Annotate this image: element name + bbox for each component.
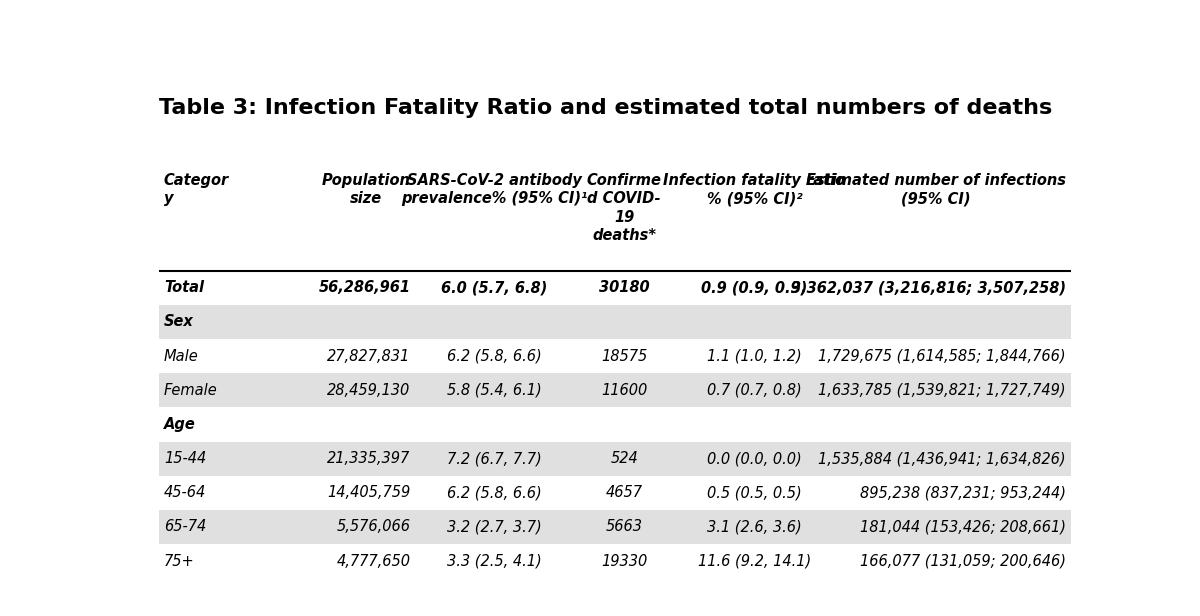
- Text: 1.1 (1.0, 1.2): 1.1 (1.0, 1.2): [707, 349, 802, 363]
- Text: 7.2 (6.7, 7.7): 7.2 (6.7, 7.7): [446, 451, 541, 466]
- Text: 5.8 (5.4, 6.1): 5.8 (5.4, 6.1): [446, 383, 541, 398]
- Bar: [160, 169, 1070, 271]
- Text: Confirme
d COVID-
19
deaths*: Confirme d COVID- 19 deaths*: [587, 172, 661, 243]
- Bar: [160, 407, 1070, 442]
- Bar: [160, 339, 1070, 373]
- Text: Total: Total: [164, 280, 204, 295]
- Text: 4,777,650: 4,777,650: [336, 554, 410, 569]
- Text: 1,535,884 (1,436,941; 1,634,826): 1,535,884 (1,436,941; 1,634,826): [818, 451, 1066, 466]
- Text: Age: Age: [164, 417, 196, 432]
- Text: 1,729,675 (1,614,585; 1,844,766): 1,729,675 (1,614,585; 1,844,766): [818, 349, 1066, 363]
- Text: 3,362,037 (3,216,816; 3,507,258): 3,362,037 (3,216,816; 3,507,258): [791, 280, 1066, 295]
- Text: 19330: 19330: [601, 554, 648, 569]
- Text: 3.1 (2.6, 3.6): 3.1 (2.6, 3.6): [707, 519, 802, 535]
- Text: 181,044 (153,426; 208,661): 181,044 (153,426; 208,661): [860, 519, 1066, 535]
- Text: Population
size: Population size: [322, 172, 410, 206]
- Text: 0.0 (0.0, 0.0): 0.0 (0.0, 0.0): [707, 451, 802, 466]
- Text: 0.5 (0.5, 0.5): 0.5 (0.5, 0.5): [707, 485, 802, 500]
- Text: 5663: 5663: [606, 519, 643, 535]
- Text: Sex: Sex: [164, 315, 193, 330]
- Text: 30180: 30180: [599, 280, 649, 295]
- Text: 1,633,785 (1,539,821; 1,727,749): 1,633,785 (1,539,821; 1,727,749): [818, 383, 1066, 398]
- Text: 28,459,130: 28,459,130: [328, 383, 410, 398]
- Text: 895,238 (837,231; 953,244): 895,238 (837,231; 953,244): [860, 485, 1066, 500]
- Text: Female: Female: [164, 383, 217, 398]
- Text: 65-74: 65-74: [164, 519, 206, 535]
- Text: SARS-CoV-2 antibody
prevalence% (95% CI)¹: SARS-CoV-2 antibody prevalence% (95% CI)…: [401, 172, 587, 206]
- Text: 56,286,961: 56,286,961: [318, 280, 410, 295]
- Text: 5,576,066: 5,576,066: [336, 519, 410, 535]
- Text: 524: 524: [611, 451, 638, 466]
- Bar: [160, 544, 1070, 578]
- Text: Estimated number of infections
(95% CI): Estimated number of infections (95% CI): [806, 172, 1066, 206]
- Text: Male: Male: [164, 349, 199, 363]
- Text: Table 3: Infection Fatality Ratio and estimated total numbers of deaths: Table 3: Infection Fatality Ratio and es…: [160, 97, 1052, 118]
- Text: 27,827,831: 27,827,831: [328, 349, 410, 363]
- Text: 11.6 (9.2, 14.1): 11.6 (9.2, 14.1): [698, 554, 811, 569]
- Text: 45-64: 45-64: [164, 485, 206, 500]
- Text: Categor
y: Categor y: [164, 172, 229, 206]
- Text: 0.7 (0.7, 0.8): 0.7 (0.7, 0.8): [707, 383, 802, 398]
- Text: 6.0 (5.7, 6.8): 6.0 (5.7, 6.8): [440, 280, 547, 295]
- Bar: [160, 510, 1070, 544]
- Text: 166,077 (131,059; 200,646): 166,077 (131,059; 200,646): [860, 554, 1066, 569]
- Text: 18575: 18575: [601, 349, 648, 363]
- Bar: [160, 476, 1070, 510]
- Bar: [160, 442, 1070, 476]
- Text: 21,335,397: 21,335,397: [328, 451, 410, 466]
- Text: 6.2 (5.8, 6.6): 6.2 (5.8, 6.6): [446, 349, 541, 363]
- Text: 3.3 (2.5, 4.1): 3.3 (2.5, 4.1): [446, 554, 541, 569]
- Bar: [160, 373, 1070, 407]
- Text: 15-44: 15-44: [164, 451, 206, 466]
- Text: 14,405,759: 14,405,759: [328, 485, 410, 500]
- Text: 4657: 4657: [606, 485, 643, 500]
- Text: Infection fatality ratio
% (95% CI)²: Infection fatality ratio % (95% CI)²: [664, 172, 846, 206]
- Text: 6.2 (5.8, 6.6): 6.2 (5.8, 6.6): [446, 485, 541, 500]
- Bar: [160, 271, 1070, 305]
- Text: 11600: 11600: [601, 383, 648, 398]
- Text: 0.9 (0.9, 0.9): 0.9 (0.9, 0.9): [701, 280, 808, 295]
- Text: 75+: 75+: [164, 554, 194, 569]
- Bar: [160, 305, 1070, 339]
- Text: 3.2 (2.7, 3.7): 3.2 (2.7, 3.7): [446, 519, 541, 535]
